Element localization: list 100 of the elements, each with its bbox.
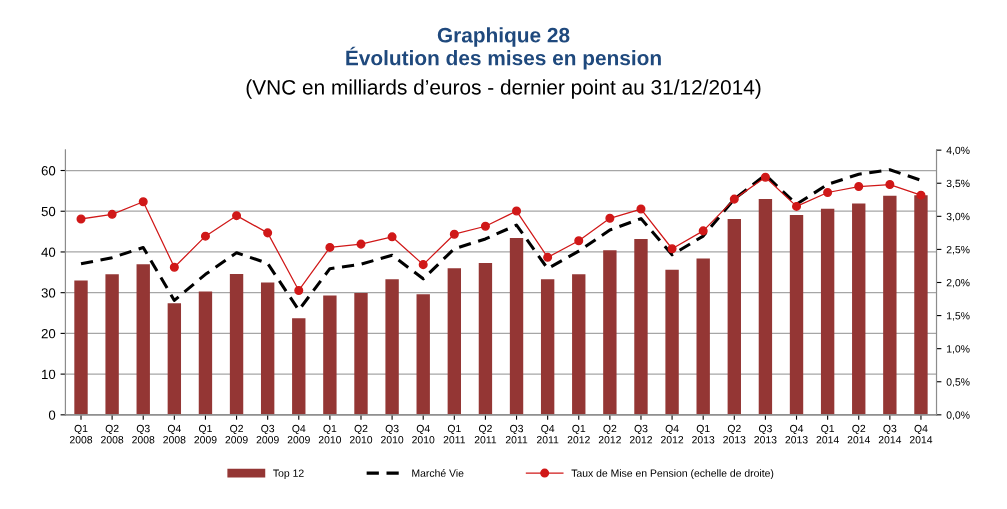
y-tick-label: 60 [41,166,56,176]
x-tick-label: Q1 2010 [318,424,342,444]
x-tick-label: Q4 2011 [536,424,559,444]
x-tick-label: Q3 2014 [878,424,902,444]
bar [820,208,835,415]
y-tick-label: 20 [41,328,56,339]
bar [105,274,119,415]
x-tick-label: Q2 2009 [225,424,248,444]
point [760,172,770,182]
x-tick-label: Q4 2008 [163,424,186,444]
bar [634,238,648,415]
bar [540,279,555,415]
x-tick-label: Q3 2008 [132,424,155,444]
point [574,236,584,246]
bar [136,264,150,415]
x-tick-label: Q1 2012 [567,424,590,444]
bar [883,195,897,415]
y2-tick-label: 4,0% [946,146,970,156]
x-tick-label: Q1 2011 [443,424,466,444]
x-tick-label: Q1 2008 [69,424,93,444]
point [387,232,397,242]
point [605,213,615,223]
bar [167,303,182,415]
point [885,180,895,190]
point [200,231,210,241]
x-tick-label: Q2 2011 [474,424,497,444]
point [916,190,926,200]
bar [727,218,741,415]
x-tick-label: Q2 2014 [847,424,871,444]
bar [603,250,617,415]
point [169,262,179,272]
x-tick-label: Q2 2012 [598,424,621,444]
point [356,239,366,249]
y-tick-label: 40 [41,247,56,257]
point [667,244,677,254]
point [294,285,304,295]
point [543,252,553,262]
point [792,201,802,211]
point [76,214,86,224]
y-tick-label: 30 [41,288,56,298]
legend-label: Marché Vie [412,469,464,477]
bar [572,274,586,415]
bar [229,273,244,415]
x-tick-label: Q4 2009 [287,424,310,444]
y2-tick-label: 0,0% [946,411,970,420]
x-tick-label: Q2 2008 [101,424,124,444]
bar [789,214,804,415]
bar [74,280,88,415]
point [232,211,242,221]
x-tick-label: Q4 2014 [909,424,933,444]
bar [292,318,306,415]
bar [914,195,928,415]
x-tick-label: Q3 2013 [754,424,777,444]
y2-tick-label: 3,0% [946,212,970,222]
y2-tick-label: 0,5% [946,378,970,387]
y2-tick-label: 1,5% [947,312,970,321]
point [263,228,273,238]
x-tick-label: Q2 2013 [723,424,746,444]
chart-title: Graphique 28 Évolution des mises en pension [346,27,661,70]
chart-subtitle: (VNC en milliards d’euros - dernier point au 31/12/2014) [246,79,761,99]
x-tick-label: Q3 2009 [256,424,279,444]
point [854,182,864,192]
y-tick-label: 10 [42,369,56,380]
x-tick-label: Q1 2009 [194,424,217,444]
bar [260,282,275,415]
y2-tick-label: 3,5% [946,179,970,189]
x-tick-label: Q3 2011 [505,424,528,444]
point [636,204,646,214]
point [823,187,833,198]
bar [385,279,399,415]
y-tick-label: 0 [48,410,56,420]
x-tick-label: Q3 2012 [629,424,653,444]
point [325,242,335,252]
bar [696,258,710,415]
point [107,209,117,219]
bar [478,262,493,415]
bar [447,268,462,415]
y2-tick-label: 1,0% [947,345,970,354]
bar [416,294,430,415]
bar [354,293,368,415]
bar [509,238,524,415]
bar [758,199,773,415]
x-tick-label: Q4 2010 [412,424,435,444]
x-tick-label: Q4 2012 [661,424,684,444]
legend-label: Taux de Mise en Pension (echelle de droite) [571,469,774,479]
point [449,229,459,239]
y-tick-label: 50 [41,206,56,217]
bar [852,203,866,415]
y2-tick-label: 2,5% [946,245,970,255]
point [698,226,708,236]
x-tick-label: Q1 2014 [816,424,839,444]
point [480,221,490,231]
y2-tick-label: 2,0% [946,279,970,288]
x-tick-label: Q4 2013 [785,424,808,444]
x-tick-label: Q1 2013 [692,424,715,444]
x-tick-label: Q2 2010 [349,424,373,444]
bar [665,269,679,415]
point [418,260,428,270]
point [729,194,739,204]
bar [198,291,213,415]
